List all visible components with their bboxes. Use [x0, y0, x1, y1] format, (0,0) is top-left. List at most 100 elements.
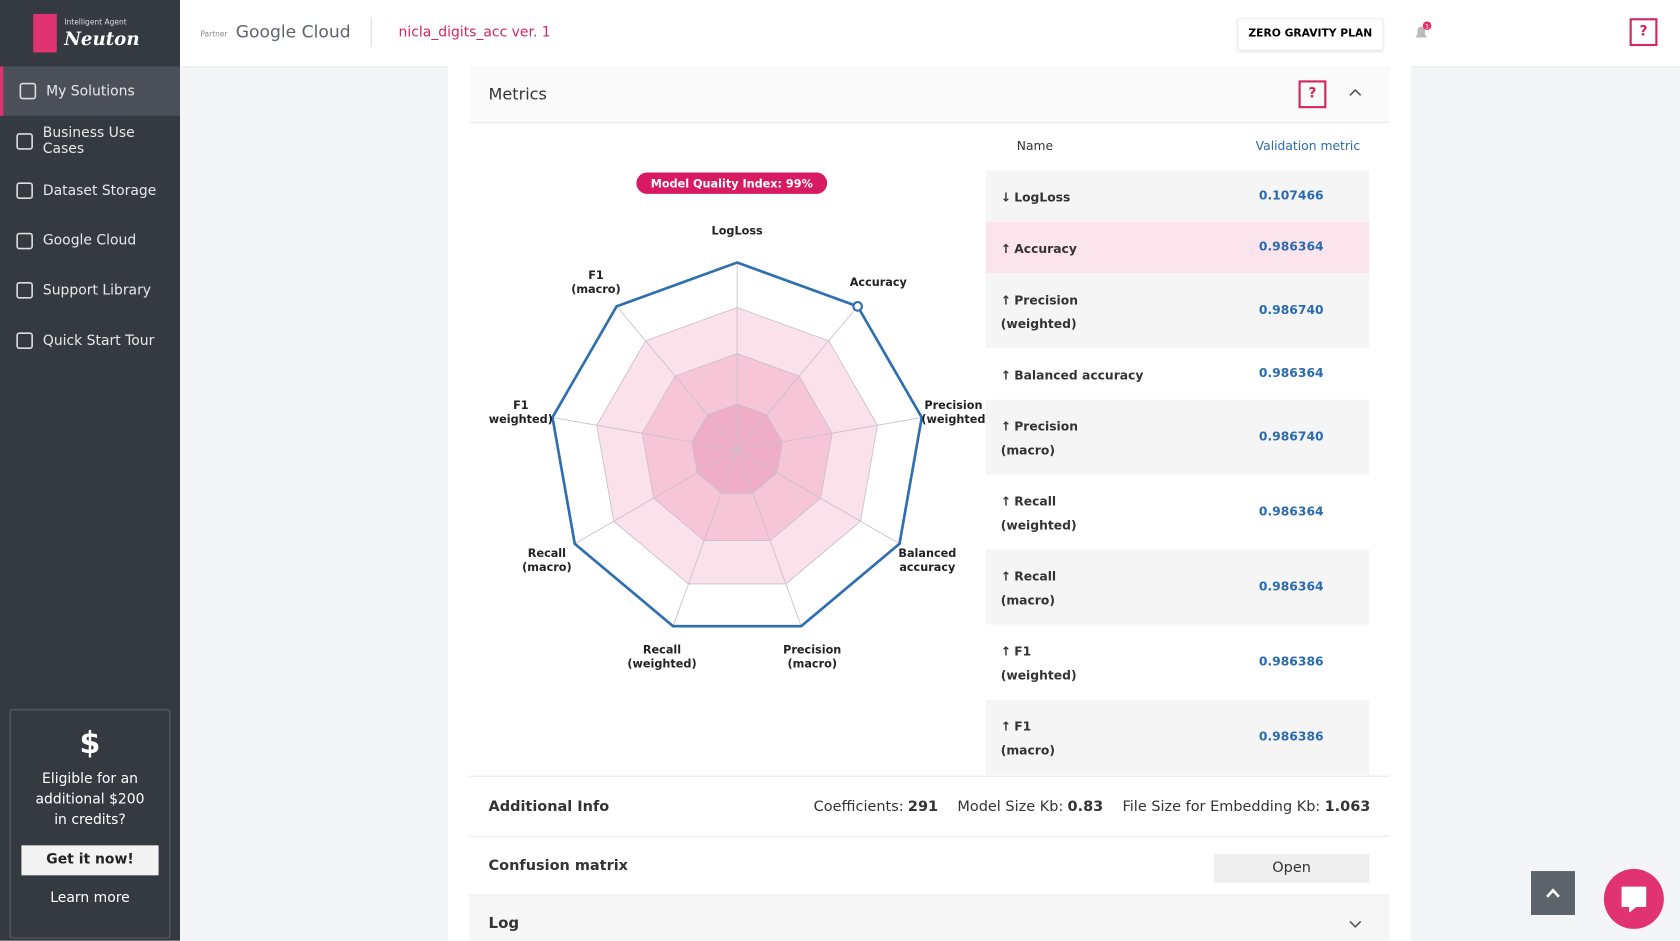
menu-item[interactable]: Business Use Cases: [0, 116, 180, 165]
menu-icon: [16, 232, 33, 250]
menu-label: Business Use Cases: [42, 124, 135, 158]
radar-label: accuracy: [899, 561, 956, 574]
open-button[interactable]: Open: [1213, 853, 1370, 883]
radar-spoke: [616, 306, 738, 451]
icon-shape: [16, 132, 33, 150]
promo-icon: $: [79, 725, 101, 761]
radar-label: (macro): [788, 658, 837, 671]
radar-spoke: [737, 417, 922, 451]
bell[interactable]: 1: [1412, 21, 1433, 42]
metrics-help[interactable]: ?: [1298, 80, 1327, 109]
menu-item[interactable]: Quick Start Tour: [0, 316, 180, 365]
metric-arrow: ↑: [1000, 241, 1012, 257]
metric-name: ↑ Recall (macro): [1001, 565, 1056, 612]
metric-name-line: (macro): [1000, 592, 1055, 608]
solution-name[interactable]: nicla_digits_acc ver. 1: [398, 24, 551, 41]
metric-row: ↑ Recall (weighted) 0.986364: [985, 474, 1370, 550]
expand[interactable]: [1348, 919, 1363, 930]
icon-shape: [16, 332, 33, 350]
metric-name-line: (macro): [1000, 742, 1055, 758]
table-header: Name: [1016, 138, 1054, 154]
metric-name-line: Precision: [1014, 418, 1079, 434]
info-value: 0.83: [1067, 798, 1104, 816]
metric-name: ↑ Balanced accuracy: [1001, 363, 1144, 387]
radar-chart: LogLossAccuracyPrecision(weightedBalance…: [489, 172, 985, 671]
menu-item[interactable]: Google Cloud: [0, 216, 180, 265]
info-value: 1.063: [1324, 798, 1371, 816]
info-value: 291: [907, 798, 939, 816]
metric-arrow: ↑: [1000, 643, 1012, 659]
metric-arrow: ↑: [1000, 493, 1012, 509]
metric-row: ↑ Accuracy 0.986364: [985, 221, 1370, 274]
divider: [370, 17, 372, 48]
radar-outline: [551, 261, 924, 628]
icon-shape: [19, 82, 37, 100]
metric-row: ↑ Precision (macro) 0.986740: [985, 399, 1370, 475]
metric-name-line: F1: [1014, 643, 1032, 659]
radar-spoke: [736, 306, 858, 451]
metric-arrow: ↑: [1000, 718, 1012, 734]
metric-name: ↑ F1 (weighted): [1001, 640, 1077, 687]
radar-label: Accuracy: [850, 276, 908, 289]
menu-item[interactable]: Dataset Storage: [0, 166, 180, 215]
menu-label: Google Cloud: [42, 232, 137, 249]
brand: Neuton: [64, 28, 140, 51]
radar-label: Precision: [924, 399, 982, 412]
metric-name-line: (weighted): [1000, 667, 1077, 683]
menu-item[interactable]: My Solutions: [0, 66, 180, 116]
plan-button[interactable]: ZERO GRAVITY PLAN: [1237, 18, 1384, 51]
radar-spoke: [672, 449, 738, 627]
info-item: File Size for Embedding Kb: 1.063: [1123, 798, 1371, 815]
help-button[interactable]: ?: [1629, 18, 1658, 47]
menu-label: My Solutions: [46, 83, 135, 100]
collapse[interactable]: [1348, 88, 1363, 99]
metric-name-line: F1: [1014, 718, 1032, 734]
metric-name-line: Precision: [1014, 292, 1079, 308]
radar-label: F1: [513, 399, 529, 412]
metric-name-line: (weighted): [1000, 517, 1077, 533]
radar-label: Balanced: [898, 547, 956, 560]
metric-name-line: LogLoss: [1014, 189, 1071, 205]
metric-name: ↑ Precision (macro): [1001, 415, 1078, 462]
metric-row: ↑ F1 (weighted) 0.986386: [985, 624, 1370, 700]
metrics-card: Metrics ? LogLoss Accuracy Precision (weigh…: [447, 66, 1412, 941]
metric-arrow: ↓: [1000, 189, 1012, 205]
promo-text: Eligible for an additional $200 in credi…: [35, 771, 145, 829]
sidebar: Intelligent Agent Neuton My Solutions Bus…: [0, 0, 180, 941]
promo: $ Eligible for an additional $200 in cre…: [9, 709, 171, 939]
metric-value: 0.986386: [1258, 728, 1324, 744]
metric-name: ↑ Precision (weighted): [1001, 288, 1078, 335]
menu-item[interactable]: Support Library: [0, 266, 180, 315]
metric-name: ↓ LogLoss: [1001, 185, 1071, 209]
additional-info-title: Additional Info: [488, 798, 610, 816]
radar-label: (macro): [522, 561, 571, 574]
radar-label: (macro): [571, 283, 620, 296]
metric-name-line: Recall: [1014, 568, 1057, 584]
icon-shape: [16, 282, 33, 300]
chat-button[interactable]: [1603, 868, 1664, 929]
log-title: Log: [488, 914, 520, 933]
promo-button[interactable]: Get it now!: [21, 845, 159, 876]
metric-name-line: (weighted): [1000, 316, 1077, 332]
quality-badge: Model Quality Index: 99%: [636, 172, 828, 194]
metric-name: ↑ F1 (macro): [1001, 715, 1055, 762]
info-item: Model Size Kb: 0.83: [957, 798, 1103, 815]
partner: Partner: [200, 29, 228, 39]
promo-link[interactable]: Learn more: [50, 890, 130, 907]
scroll-top[interactable]: [1531, 871, 1575, 915]
notification-count: 1: [1425, 22, 1429, 30]
metric-row: ↑ Precision (weighted) 0.986740: [985, 273, 1370, 349]
icon-shape: [16, 232, 33, 250]
metric-value: 0.107466: [1258, 187, 1324, 203]
metric-name-line: (macro): [1000, 442, 1055, 458]
metric-value: 0.986386: [1258, 653, 1324, 669]
menu-icon: [19, 82, 37, 100]
radar-label: (weighted): [627, 658, 696, 671]
radar-label: Recall: [643, 644, 681, 657]
metric-value: 0.986740: [1258, 428, 1324, 444]
menu-label: Support Library: [42, 282, 152, 299]
metric-arrow: ↑: [1000, 418, 1012, 434]
info-label: File Size for Embedding Kb:: [1122, 798, 1321, 816]
metric-value: 0.986740: [1258, 302, 1324, 318]
